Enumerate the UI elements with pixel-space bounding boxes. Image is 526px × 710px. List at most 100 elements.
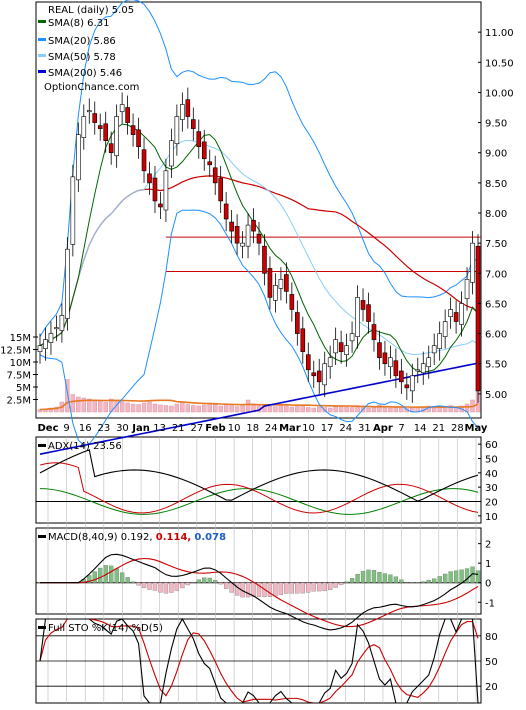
volume-tick-label: 5M bbox=[16, 383, 31, 394]
macd-histogram-bar bbox=[404, 581, 409, 583]
candle-body bbox=[333, 339, 338, 354]
x-tick-label: 17 bbox=[321, 423, 334, 434]
candle-body bbox=[86, 110, 92, 113]
sto-tick-label: 50 bbox=[485, 657, 498, 668]
price-tick-label: 10.00 bbox=[485, 88, 514, 99]
adx-line bbox=[39, 449, 479, 502]
macd-histogram-bar bbox=[388, 574, 393, 583]
x-tick-label: 10 bbox=[302, 423, 315, 434]
macd-histogram-bar bbox=[311, 582, 316, 592]
price-tick-label: 7.00 bbox=[485, 269, 507, 280]
candle-body bbox=[163, 170, 169, 211]
candle-body bbox=[355, 297, 360, 337]
x-tick-label: Apr bbox=[373, 423, 393, 434]
macd-histogram-bar bbox=[234, 582, 240, 596]
macd-histogram-bar bbox=[245, 582, 251, 598]
macd-histogram-bar bbox=[399, 579, 404, 583]
adx-tick-label: 20 bbox=[485, 498, 498, 509]
sto-d-line bbox=[39, 618, 479, 704]
macd-histogram-bar bbox=[207, 577, 212, 583]
candle-body bbox=[147, 173, 152, 184]
macd-histogram-bar bbox=[273, 582, 278, 597]
candle-body bbox=[65, 248, 70, 319]
volume-tick-label: 10M bbox=[10, 358, 31, 369]
candle-body bbox=[327, 357, 333, 368]
candle-body bbox=[234, 225, 240, 244]
macd-histogram-bar bbox=[475, 570, 481, 583]
price-tick-label: 8.50 bbox=[485, 179, 507, 190]
volume-bar bbox=[355, 405, 360, 413]
volume-bar bbox=[158, 404, 163, 413]
adx-tick-label: 40 bbox=[485, 469, 498, 480]
volume-bar bbox=[229, 405, 234, 413]
volume-bar bbox=[103, 401, 108, 413]
volume-bar bbox=[76, 396, 81, 413]
ticker-label: REAL (daily) 5.05 bbox=[48, 5, 134, 16]
legend-swatch-sma20 bbox=[38, 38, 46, 41]
volume-bar bbox=[366, 407, 371, 413]
macd-histogram-bar bbox=[349, 578, 355, 583]
candle-body bbox=[92, 113, 98, 123]
macd-histogram-bar bbox=[470, 566, 475, 583]
macd-histogram-bar bbox=[223, 582, 229, 589]
macd-histogram-bar bbox=[158, 582, 163, 593]
candle-body bbox=[273, 285, 278, 301]
volume-bar bbox=[245, 399, 251, 413]
macd-signal-line bbox=[40, 557, 479, 628]
macd-histogram-bar bbox=[437, 576, 442, 583]
legend-swatch-sma50 bbox=[38, 54, 46, 57]
candle-body bbox=[344, 345, 349, 355]
candle-body bbox=[464, 279, 470, 299]
candle-body bbox=[366, 304, 371, 322]
volume-bar bbox=[306, 407, 311, 413]
candle-body bbox=[180, 104, 185, 120]
adx-tick-label: 60 bbox=[485, 440, 498, 451]
volume-bar bbox=[349, 407, 355, 413]
volume-bar bbox=[432, 407, 437, 413]
candle-body bbox=[377, 342, 382, 359]
volume-bar bbox=[152, 403, 158, 413]
candle-body bbox=[196, 131, 202, 147]
candle-body bbox=[185, 99, 191, 117]
adx-label: ADX(14) 23.56 bbox=[48, 441, 122, 452]
candle-body bbox=[431, 345, 437, 354]
price-tick-label: 5.50 bbox=[485, 360, 507, 371]
volume-bar bbox=[388, 407, 393, 413]
macd-histogram-bar bbox=[432, 578, 437, 583]
macd-histogram-bar bbox=[202, 577, 207, 583]
candle-body bbox=[371, 324, 377, 340]
volume-bar bbox=[70, 394, 76, 413]
volume-bar bbox=[163, 405, 169, 413]
volume-bar bbox=[180, 402, 185, 413]
candle-body bbox=[388, 357, 393, 368]
macd-histogram-bar bbox=[328, 582, 333, 591]
price-tick-label: 9.50 bbox=[485, 119, 507, 130]
volume-bar bbox=[191, 405, 196, 413]
candle-body bbox=[262, 245, 267, 274]
volume-bar bbox=[371, 407, 377, 413]
candle-body bbox=[278, 279, 284, 289]
macd-histogram-bar bbox=[169, 582, 174, 593]
sto-label-swatch bbox=[38, 626, 46, 629]
macd-histogram-bar bbox=[300, 582, 305, 594]
candle-body bbox=[212, 167, 218, 184]
candle-body bbox=[360, 300, 366, 310]
candle-body bbox=[256, 233, 262, 244]
candle-body bbox=[404, 384, 410, 389]
volume-bar bbox=[81, 397, 87, 413]
price-tick-label: 10.50 bbox=[485, 58, 514, 69]
macd-histogram-bar bbox=[360, 570, 366, 583]
macd-histogram-bar bbox=[163, 582, 169, 594]
x-tick-label: 31 bbox=[358, 423, 371, 434]
x-tick-label: 7 bbox=[398, 423, 404, 434]
price-tick-label: 5.00 bbox=[485, 390, 507, 401]
legend-swatch-sma8 bbox=[38, 20, 46, 23]
candle-body bbox=[97, 125, 103, 129]
candle-body bbox=[442, 321, 448, 337]
candle-body bbox=[415, 369, 421, 372]
volume-bar bbox=[295, 406, 300, 413]
candle-body bbox=[426, 357, 432, 368]
candle-body bbox=[207, 161, 213, 166]
candle-body bbox=[300, 328, 306, 352]
